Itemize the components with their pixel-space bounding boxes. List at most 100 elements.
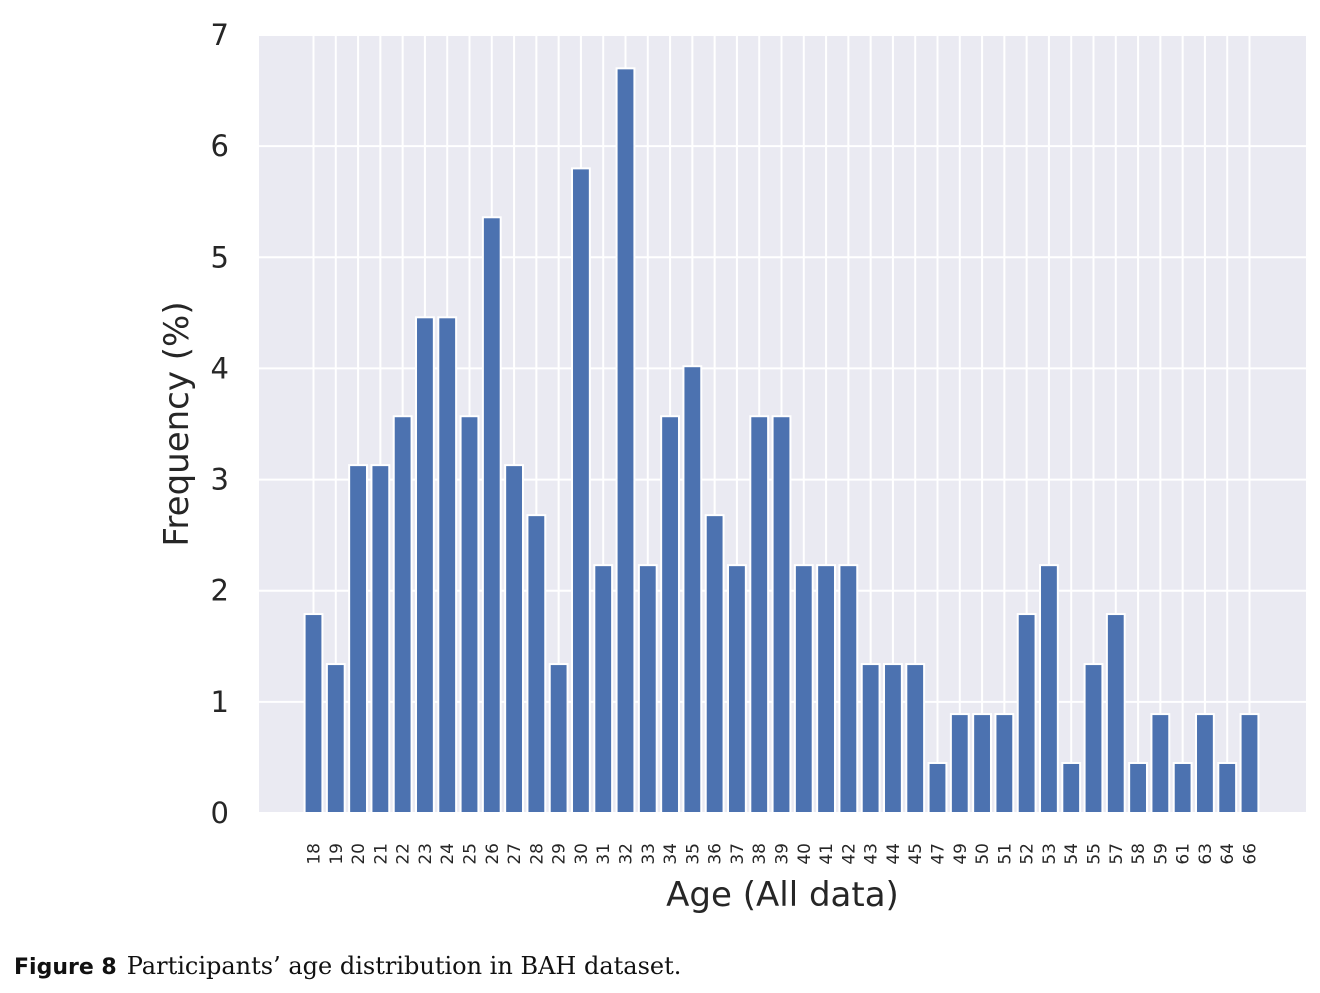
x-tick-label: 31 <box>594 843 614 865</box>
y-tick-labels: 0 1 2 3 4 5 6 7 <box>211 18 229 830</box>
x-tick-label: 26 <box>483 843 503 865</box>
x-tick-label: 39 <box>773 843 793 865</box>
bar-age-19 <box>325 663 346 814</box>
y-tick-label: 3 <box>211 463 229 497</box>
x-tick-label: 64 <box>1218 843 1238 865</box>
x-tick-label: 35 <box>683 843 703 865</box>
bar-age-52 <box>1016 613 1037 814</box>
bar-age-51 <box>994 713 1015 815</box>
bar-age-63 <box>1195 713 1215 815</box>
x-tick-label: 18 <box>305 843 325 865</box>
x-tick-label: 33 <box>639 843 659 865</box>
bar-age-61 <box>1172 761 1193 815</box>
bar-age-43 <box>860 663 881 814</box>
x-tick-label: 34 <box>661 843 681 865</box>
x-tick-label: 53 <box>1040 843 1060 865</box>
x-tick-label: 28 <box>527 843 547 865</box>
bar-age-21 <box>370 464 391 814</box>
x-tick-label: 50 <box>973 843 993 865</box>
bar-age-34 <box>660 415 680 814</box>
x-tick-label: 58 <box>1129 843 1149 865</box>
bar-age-28 <box>526 514 547 814</box>
y-axis-label: Frequency (%) <box>157 301 197 546</box>
x-axis-label: Age (All data) <box>666 875 899 915</box>
bar-age-44 <box>883 663 903 814</box>
bar-age-33 <box>637 564 658 814</box>
bars <box>303 67 1260 815</box>
bar-age-29 <box>548 663 569 814</box>
x-tick-labels: 18 19 20 21 22 23 24 25 26 27 28 29 30 31 32 33 34 35 36 37… <box>305 843 1261 865</box>
bar-age-40 <box>793 564 814 814</box>
bar-age-32 <box>615 67 636 815</box>
y-tick-label: 5 <box>211 240 229 274</box>
x-tick-label: 38 <box>750 843 770 865</box>
x-tick-label: 55 <box>1085 843 1105 865</box>
bar-age-58 <box>1128 761 1148 815</box>
x-tick-label: 29 <box>550 843 570 865</box>
bar-age-24 <box>437 316 458 814</box>
bar-age-35 <box>682 365 703 814</box>
x-tick-label: 21 <box>371 843 391 865</box>
bar-age-25 <box>459 415 480 814</box>
x-tick-label: 47 <box>929 843 949 865</box>
bar-age-23 <box>415 316 435 814</box>
bar-age-53 <box>1039 564 1059 814</box>
y-tick-label: 2 <box>211 574 229 608</box>
bar-age-27 <box>504 464 524 814</box>
y-tick-label: 6 <box>211 129 229 163</box>
y-tick-label: 1 <box>211 685 229 719</box>
bar-age-59 <box>1150 713 1171 815</box>
x-tick-label: 52 <box>1018 843 1038 865</box>
x-tick-label: 23 <box>416 843 436 865</box>
x-tick-label: 19 <box>327 843 347 865</box>
figure-caption-label: Figure 8 <box>14 955 117 980</box>
bar-age-42 <box>838 564 859 814</box>
x-tick-label: 42 <box>839 843 859 865</box>
bar-age-26 <box>481 216 502 814</box>
x-tick-label: 20 <box>349 843 369 865</box>
bar-age-45 <box>905 663 926 814</box>
x-tick-label: 32 <box>617 843 637 865</box>
bar-age-50 <box>972 713 992 815</box>
figure-caption-text: Participants’ age distribution in BAH da… <box>126 952 682 980</box>
bar-age-30 <box>571 167 591 815</box>
x-tick-label: 43 <box>862 843 882 865</box>
x-tick-label: 66 <box>1241 843 1261 865</box>
x-tick-label: 40 <box>795 843 815 865</box>
bar-age-41 <box>816 564 836 814</box>
y-tick-label: 4 <box>211 351 229 385</box>
y-tick-label: 0 <box>211 796 229 830</box>
bar-age-66 <box>1239 713 1260 815</box>
x-tick-label: 25 <box>461 843 481 865</box>
x-tick-label: 41 <box>817 843 837 865</box>
x-tick-label: 45 <box>906 843 926 865</box>
x-tick-label: 44 <box>884 843 904 865</box>
bar-age-57 <box>1105 613 1126 814</box>
bar-age-54 <box>1061 761 1082 815</box>
bar-age-36 <box>704 514 725 814</box>
x-tick-label: 57 <box>1107 843 1127 865</box>
bar-age-55 <box>1083 663 1104 814</box>
x-tick-label: 27 <box>505 843 525 865</box>
bar-age-49 <box>949 713 970 815</box>
bar-age-64 <box>1217 761 1238 815</box>
x-tick-label: 54 <box>1062 843 1082 865</box>
x-tick-label: 63 <box>1196 843 1216 865</box>
bar-age-37 <box>727 564 747 814</box>
bar-age-22 <box>392 415 413 814</box>
bar-age-31 <box>593 564 614 814</box>
x-tick-label: 49 <box>951 843 971 865</box>
x-tick-label: 22 <box>394 843 414 865</box>
bar-age-39 <box>771 415 792 814</box>
bar-age-47 <box>927 761 948 815</box>
bar-age-18 <box>303 613 324 814</box>
y-tick-label: 7 <box>211 18 229 52</box>
bar-age-20 <box>348 464 368 814</box>
x-tick-label: 24 <box>438 843 458 865</box>
x-tick-label: 37 <box>728 843 748 865</box>
x-tick-label: 61 <box>1174 843 1194 865</box>
x-tick-label: 59 <box>1151 843 1171 865</box>
figure-caption: Figure 8 Participants’ age distribution i… <box>14 952 681 980</box>
x-tick-label: 36 <box>706 843 726 865</box>
